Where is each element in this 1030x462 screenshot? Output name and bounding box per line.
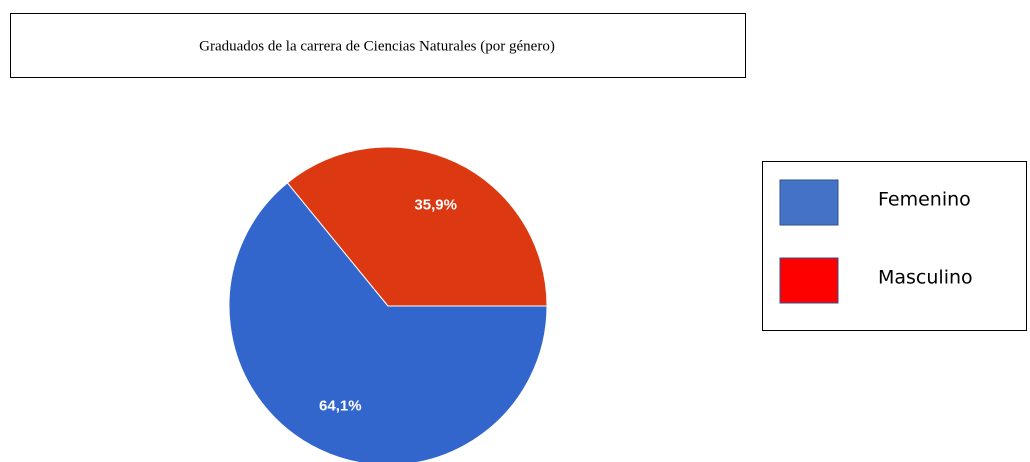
slice-label: 64,1%: [319, 398, 362, 415]
title-box: [10, 13, 746, 78]
legend-swatch: [779, 257, 839, 304]
legend-swatch: [779, 179, 839, 226]
legend-label: Femenino: [878, 189, 971, 211]
slice-label: 35,9%: [414, 196, 457, 213]
pie-slice: [228, 182, 548, 462]
chart-title: Graduados de la carrera de Ciencias Natu…: [199, 38, 555, 54]
legend-label: Masculino: [878, 267, 973, 289]
pie-slice: [286, 146, 548, 307]
